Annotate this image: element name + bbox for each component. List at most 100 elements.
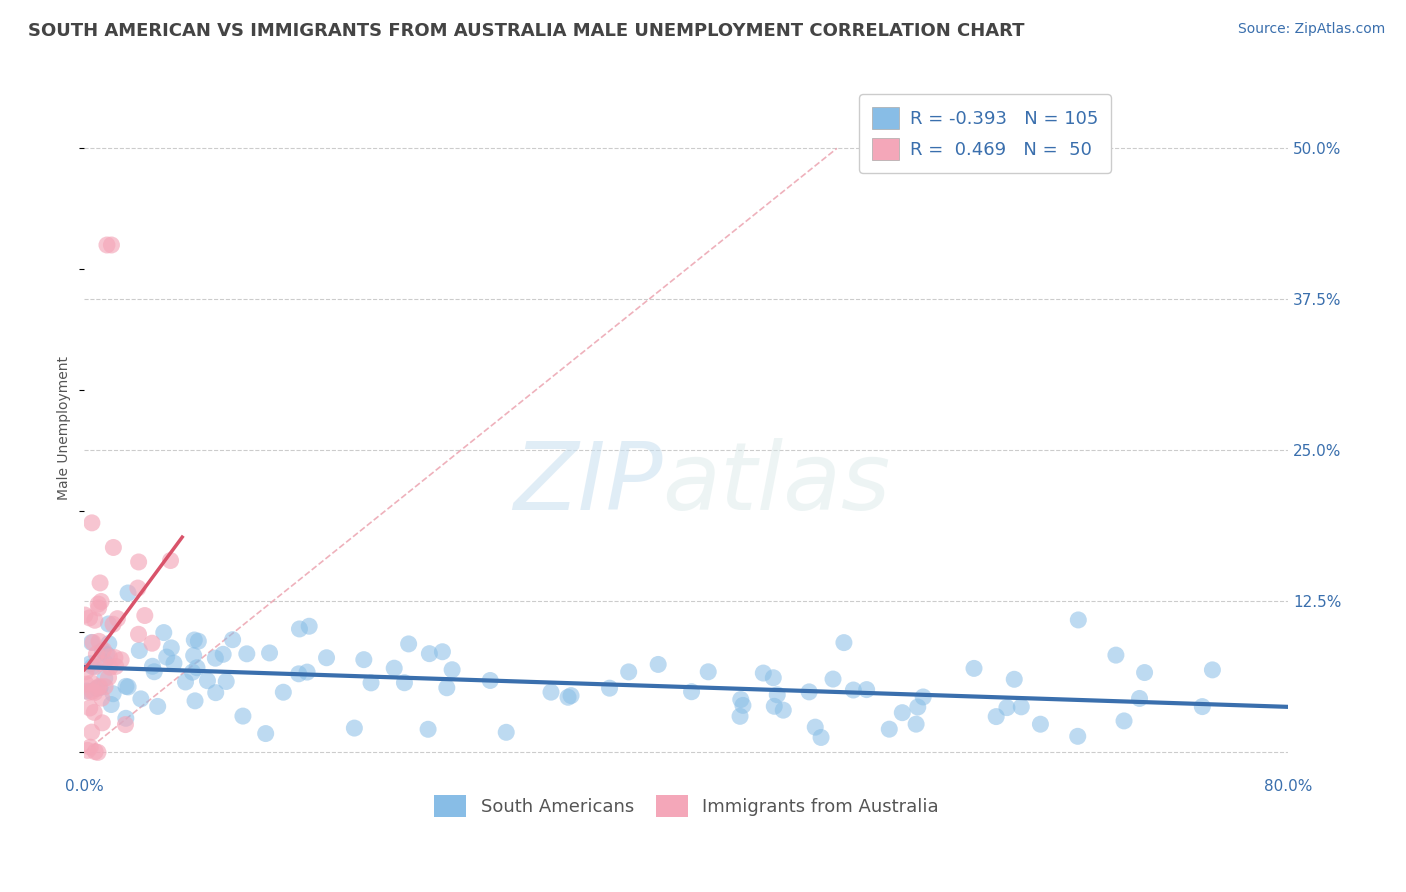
Point: [315, 650, 337, 665]
Point: [80, 516, 103, 530]
Point: [152, 625, 174, 640]
Point: [1201, 663, 1223, 677]
Point: [432, 645, 454, 659]
Point: [97, 637, 120, 651]
Point: [1112, 714, 1135, 728]
Point: [94, 671, 117, 685]
Point: [114, 711, 136, 725]
Point: [80, 635, 103, 649]
Point: [832, 635, 855, 649]
Point: [86, 681, 108, 696]
Point: [441, 663, 464, 677]
Point: [254, 726, 277, 740]
Point: [104, 659, 127, 673]
Point: [87, 597, 110, 611]
Point: [89, 681, 111, 695]
Point: [97, 671, 120, 685]
Point: [287, 666, 309, 681]
Point: [79, 611, 101, 625]
Point: [91, 644, 114, 658]
Point: [114, 717, 136, 731]
Point: [298, 619, 321, 633]
Point: [75, 677, 97, 691]
Point: [117, 586, 139, 600]
Point: [91, 715, 114, 730]
Point: [117, 680, 139, 694]
Point: [87, 634, 110, 648]
Text: ZIP: ZIP: [513, 438, 662, 529]
Point: [174, 675, 197, 690]
Point: [83, 685, 105, 699]
Point: [82, 635, 104, 649]
Point: [212, 648, 235, 662]
Point: [418, 647, 440, 661]
Point: [963, 661, 986, 675]
Point: [76, 743, 98, 757]
Point: [697, 665, 720, 679]
Point: [728, 709, 751, 723]
Point: [110, 653, 132, 667]
Point: [995, 700, 1018, 714]
Point: [810, 731, 832, 745]
Point: [877, 722, 900, 736]
Point: [1010, 699, 1032, 714]
Point: [730, 692, 752, 706]
Point: [1105, 648, 1128, 662]
Point: [183, 632, 205, 647]
Point: [127, 581, 149, 595]
Text: SOUTH AMERICAN VS IMMIGRANTS FROM AUSTRALIA MALE UNEMPLOYMENT CORRELATION CHART: SOUTH AMERICAN VS IMMIGRANTS FROM AUSTRA…: [28, 22, 1025, 40]
Point: [295, 665, 318, 679]
Point: [76, 684, 98, 698]
Point: [96, 648, 118, 662]
Point: [187, 634, 209, 648]
Point: [89, 657, 111, 671]
Point: [184, 694, 207, 708]
Point: [1067, 613, 1090, 627]
Point: [204, 686, 226, 700]
Point: [343, 721, 366, 735]
Point: [83, 660, 105, 674]
Point: [416, 723, 439, 737]
Point: [772, 703, 794, 717]
Point: [912, 690, 935, 704]
Point: [79, 701, 101, 715]
Point: [89, 679, 111, 693]
Point: [560, 689, 582, 703]
Point: [98, 649, 121, 664]
Point: [766, 688, 789, 702]
Point: [159, 553, 181, 567]
Point: [1067, 729, 1090, 743]
Point: [804, 720, 827, 734]
Point: [215, 674, 238, 689]
Point: [181, 665, 204, 680]
Legend: South Americans, Immigrants from Australia: South Americans, Immigrants from Austral…: [426, 788, 946, 824]
Point: [495, 725, 517, 739]
Point: [128, 627, 150, 641]
Point: [221, 632, 243, 647]
Point: [197, 673, 219, 688]
Point: [107, 612, 129, 626]
Point: [540, 685, 562, 699]
Point: [752, 666, 775, 681]
Point: [436, 681, 458, 695]
Point: [89, 576, 111, 591]
Point: [681, 684, 703, 698]
Point: [160, 640, 183, 655]
Point: [100, 238, 122, 252]
Point: [382, 661, 405, 675]
Point: [1002, 673, 1025, 687]
Point: [842, 683, 865, 698]
Point: [353, 653, 375, 667]
Point: [259, 646, 281, 660]
Point: [186, 661, 208, 675]
Point: [103, 541, 125, 555]
Point: [763, 699, 786, 714]
Point: [98, 660, 121, 674]
Point: [134, 608, 156, 623]
Point: [479, 673, 502, 688]
Point: [163, 656, 186, 670]
Point: [79, 740, 101, 755]
Point: [891, 706, 914, 720]
Point: [87, 601, 110, 615]
Point: [156, 650, 179, 665]
